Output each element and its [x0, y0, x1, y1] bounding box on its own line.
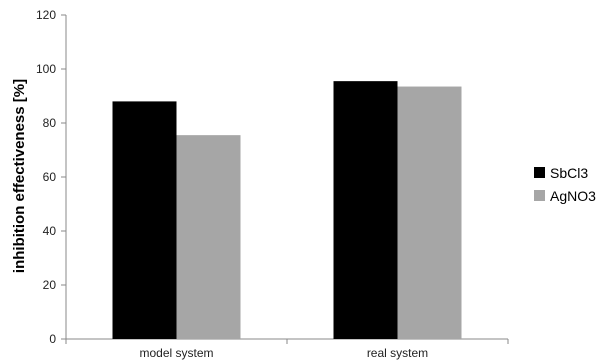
y-axis-title: inhibition effectiveness [%]: [11, 79, 28, 273]
legend: SbCl3 AgNO3: [534, 165, 596, 204]
legend-label: SbCl3: [550, 165, 588, 181]
legend-swatch-agno3: [534, 190, 545, 201]
y-tick-label: 60: [43, 170, 57, 184]
y-tick-label: 100: [36, 62, 56, 76]
legend-swatch-sbcl3: [534, 167, 545, 178]
y-axis: 0 20 40 60 80 100 120: [36, 8, 67, 346]
y-tick-label: 120: [36, 8, 56, 22]
x-category-label: real system: [367, 346, 428, 360]
y-tick-label: 0: [49, 332, 56, 346]
x-category-label: model system: [139, 346, 213, 360]
bars: [112, 81, 462, 340]
y-tick-label: 20: [43, 278, 57, 292]
bar-agno3-real-system: [397, 86, 462, 339]
legend-label: AgNO3: [550, 188, 596, 204]
x-axis: model system real system: [65, 338, 509, 360]
y-tick-label: 80: [43, 116, 57, 130]
bar-agno3-model-system: [176, 135, 241, 339]
bar-sbcl3-real-system: [333, 81, 398, 340]
y-tick-label: 40: [43, 224, 57, 238]
bar-sbcl3-model-system: [112, 101, 177, 340]
